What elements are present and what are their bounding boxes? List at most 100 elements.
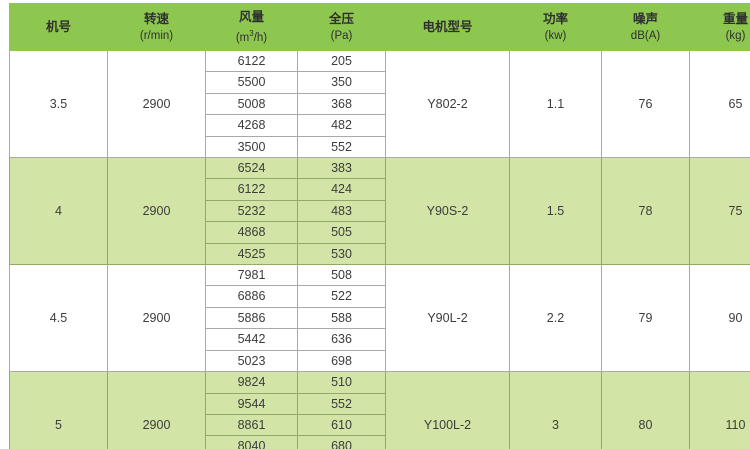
table-row: 3500 552 — [10, 135, 750, 159]
column-header-weight-unit: (kg) — [725, 29, 746, 42]
cell-pressure: 636 — [297, 328, 386, 351]
cell-pressure: 424 — [297, 178, 386, 201]
cell-flow: 5500 — [205, 71, 298, 94]
cell-pressure: 610 — [297, 413, 386, 437]
cell-flow: 6524 — [205, 157, 298, 180]
column-header-power-unit: (kw) — [544, 29, 567, 42]
column-header-flow-unit: (m3/h) — [235, 28, 268, 44]
cell-pressure: 505 — [297, 221, 386, 244]
table-header: 机号 转速 (r/min) 风量 (m3/h) 全压 (Pa) 电机型号 — [9, 3, 750, 51]
cell-pressure: 350 — [297, 71, 386, 94]
cell-pressure: 530 — [297, 242, 386, 266]
column-header-pressure-unit: (Pa) — [330, 29, 353, 42]
cell-noise: 80 — [601, 371, 690, 449]
cell-pressure: 383 — [297, 157, 386, 180]
table-row: 4868 505 — [10, 221, 750, 244]
table-body: 3.5 2900 6122 205 Y802-2 1.1 76 65 5500 350 5008 36… — [9, 49, 750, 449]
cell-flow: 6122 — [205, 178, 298, 201]
cell-flow: 4268 — [205, 114, 298, 137]
cell-flow: 6886 — [205, 285, 298, 308]
cell-flow: 8861 — [205, 413, 298, 437]
table-row: 5886 588 — [10, 306, 750, 330]
cell-power: 3 — [509, 371, 602, 449]
table-row: 4268 482 — [10, 114, 750, 137]
cell-power: 1.1 — [509, 49, 602, 159]
column-header-noise-label: 噪声 — [632, 11, 658, 26]
column-header-power: 功率 (kw) — [509, 3, 602, 51]
column-header-model: 机号 — [9, 3, 108, 51]
table-row: 5442 636 — [10, 328, 750, 351]
cell-noise: 76 — [601, 49, 690, 159]
cell-pressure: 680 — [297, 435, 386, 449]
cell-flow: 6122 — [205, 49, 298, 73]
cell-pressure: 483 — [297, 199, 386, 223]
table-row: 5 2900 9824 510 Y100L-2 3 80 110 — [9, 371, 750, 449]
cell-pressure: 522 — [297, 285, 386, 308]
column-header-speed-label: 转速 — [143, 11, 169, 26]
cell-speed: 2900 — [107, 371, 206, 449]
table-row: 4.5 2900 7981 508 Y90L-2 2.2 79 90 — [9, 264, 750, 373]
cell-weight: 110 — [689, 371, 750, 449]
cell-power: 2.2 — [509, 264, 602, 373]
fan-specification-table: 机号 转速 (r/min) 风量 (m3/h) 全压 (Pa) 电机型号 — [9, 3, 750, 449]
cell-pressure: 698 — [297, 349, 386, 373]
cell-motor: Y90S-2 — [385, 157, 510, 266]
cell-pressure: 508 — [297, 264, 386, 287]
column-header-power-label: 功率 — [542, 11, 568, 26]
table-row: 3.5 2900 6122 205 Y802-2 1.1 76 65 — [9, 49, 750, 159]
cell-flow: 5232 — [205, 199, 298, 223]
column-header-pressure-label: 全压 — [328, 11, 354, 26]
cell-noise: 79 — [601, 264, 690, 373]
cell-weight: 90 — [689, 264, 750, 373]
cell-flow: 8040 — [205, 435, 298, 449]
column-header-speed: 转速 (r/min) — [107, 3, 206, 51]
table-row: 9544 552 — [10, 392, 750, 415]
column-header-model-label: 机号 — [45, 20, 71, 34]
cell-weight: 65 — [689, 49, 750, 159]
cell-pressure: 510 — [297, 371, 386, 394]
table-row: 4525 530 — [10, 242, 750, 266]
cell-motor: Y90L-2 — [385, 264, 510, 373]
cell-flow: 5442 — [205, 328, 298, 351]
column-header-flow: 风量 (m3/h) — [205, 3, 298, 51]
column-header-speed-unit: (r/min) — [139, 29, 174, 42]
cell-flow: 3500 — [205, 135, 298, 159]
cell-speed: 2900 — [107, 157, 206, 266]
table-row: 8861 610 — [10, 413, 750, 437]
column-header-weight: 重量 (kg) — [689, 3, 750, 51]
cell-model: 4 — [9, 157, 108, 266]
cell-pressure: 552 — [297, 392, 386, 415]
table-row: 6122 424 — [10, 178, 750, 201]
table-row: 8040 680 — [10, 435, 750, 449]
cell-flow: 5023 — [205, 349, 298, 373]
cell-power: 1.5 — [509, 157, 602, 266]
table-row: 5008 368 — [10, 92, 750, 116]
table-row: 6886 522 — [10, 285, 750, 308]
table-row: 5500 350 — [10, 71, 750, 94]
cell-model: 4.5 — [9, 264, 108, 373]
cell-pressure: 368 — [297, 92, 386, 116]
cell-flow: 7981 — [205, 264, 298, 287]
cell-flow: 9824 — [205, 371, 298, 394]
cell-speed: 2900 — [107, 49, 206, 159]
cell-weight: 75 — [689, 157, 750, 266]
table-row: 4 2900 6524 383 Y90S-2 1.5 78 75 — [9, 157, 750, 266]
cell-flow: 4868 — [205, 221, 298, 244]
cell-pressure: 552 — [297, 135, 386, 159]
cell-pressure: 482 — [297, 114, 386, 137]
cell-model: 5 — [9, 371, 108, 449]
cell-pressure: 205 — [297, 49, 386, 73]
table-header-row: 机号 转速 (r/min) 风量 (m3/h) 全压 (Pa) 电机型号 — [9, 3, 750, 51]
cell-flow: 4525 — [205, 242, 298, 266]
cell-pressure: 588 — [297, 306, 386, 330]
cell-flow: 5886 — [205, 306, 298, 330]
column-header-motor-label: 电机型号 — [422, 20, 473, 34]
column-header-weight-label: 重量 — [722, 11, 748, 26]
cell-flow: 9544 — [205, 392, 298, 415]
cell-noise: 78 — [601, 157, 690, 266]
column-header-noise-unit: dB(A) — [630, 29, 661, 42]
column-header-pressure: 全压 (Pa) — [297, 3, 386, 51]
cell-speed: 2900 — [107, 264, 206, 373]
cell-motor: Y802-2 — [385, 49, 510, 159]
